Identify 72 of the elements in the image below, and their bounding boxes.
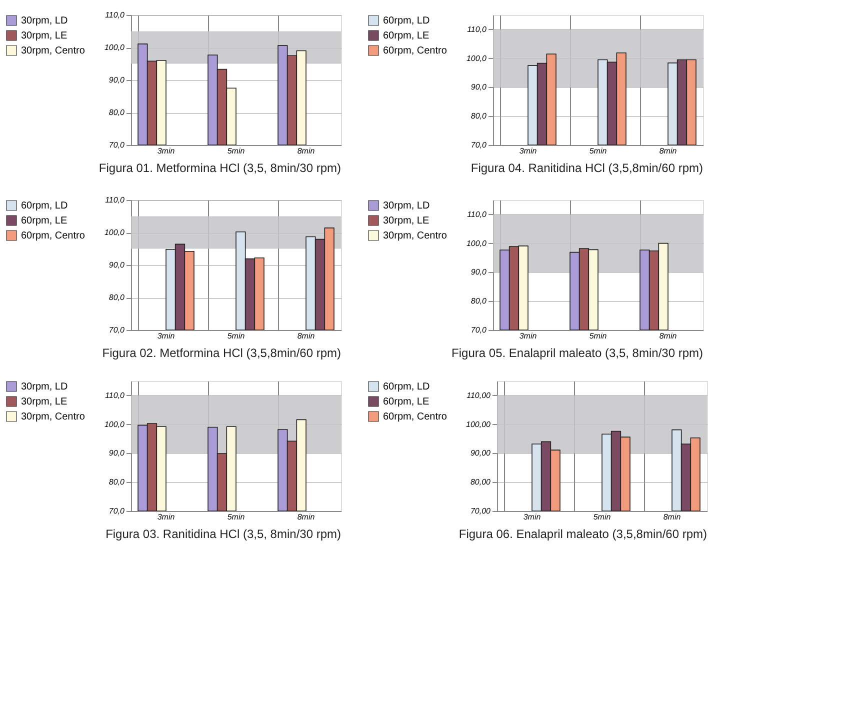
- y-tick-label: 80,00: [470, 478, 492, 487]
- legend-label: 30rpm, Centro: [383, 230, 448, 242]
- y-tick-label: 80,0: [108, 478, 126, 487]
- x-tick-label: 8min: [297, 512, 316, 522]
- x-tick-label: 5min: [227, 146, 246, 156]
- text: Figura 04. Ranitidina HCl (3,5,8min/60 rpm): [470, 161, 703, 175]
- legend-label: 60rpm, LE: [383, 396, 430, 408]
- text: Figura 01. Metformina HCl (3,5, 8min/30 rpm): [98, 161, 341, 175]
- x-tick-label: 8min: [659, 146, 678, 156]
- x-tick-label: 5min: [589, 332, 608, 340]
- y-tick-label: 110,0: [467, 210, 488, 219]
- x-tick-label: 8min: [297, 146, 316, 156]
- y-tick-label: 110,0: [105, 196, 126, 204]
- y-tick-label: 90,0: [470, 82, 488, 92]
- y-tick-label: 100,0: [104, 228, 126, 237]
- x-tick-label: 5min: [589, 146, 608, 156]
- legend-label: 30rpm, LD: [383, 200, 430, 212]
- legend-label: 60rpm, LD: [383, 16, 430, 26]
- y-tick-label: 110,0: [467, 24, 488, 34]
- y-tick-label: 70,0: [470, 140, 488, 150]
- legend-label: 60rpm, LE: [21, 216, 68, 226]
- y-tick-label: 90,0: [108, 260, 126, 270]
- text: Figura 06. Enalapril maleato (3,5,8min/60 rpm): [458, 527, 707, 541]
- y-tick-label: 110,00: [466, 390, 492, 400]
- y-tick-label: 110,0: [105, 390, 126, 400]
- y-tick-label: 90,0: [108, 448, 126, 458]
- legend-label: 30rpm, Centro: [21, 412, 86, 422]
- text: Figura 05. Enalapril maleato (3,5, 8min/30 rpm): [452, 346, 703, 360]
- x-tick-label: 3min: [157, 512, 176, 522]
- x-tick-label: 3min: [523, 512, 542, 522]
- legend-label: 60rpm, LD: [383, 382, 430, 392]
- legend-label: 60rpm, LD: [21, 200, 68, 212]
- x-tick-label: 8min: [663, 512, 682, 522]
- legend-label: 60rpm, Centro: [383, 412, 448, 422]
- x-tick-label: 3min: [157, 332, 176, 340]
- legend-label: 30rpm, LD: [21, 16, 68, 26]
- y-tick-label: 80,0: [470, 112, 488, 121]
- legend-label: 60rpm, Centro: [21, 230, 86, 242]
- y-tick-label: 100,0: [466, 54, 488, 63]
- y-tick-label: 90,00: [470, 448, 492, 458]
- y-tick-label: 80,0: [108, 108, 126, 117]
- y-tick-label: 100,00: [466, 420, 492, 429]
- x-tick-label: 8min: [659, 332, 678, 340]
- y-tick-label: 100,0: [466, 238, 488, 248]
- y-tick-label: 110,0: [105, 10, 126, 20]
- y-tick-label: 80,0: [108, 293, 126, 302]
- y-tick-label: 100,0: [104, 43, 126, 52]
- x-tick-label: 5min: [227, 512, 246, 522]
- x-tick-label: 8min: [297, 332, 316, 340]
- y-tick-label: 80,0: [470, 296, 488, 306]
- x-tick-label: 3min: [519, 146, 538, 156]
- x-tick-label: 3min: [519, 332, 538, 340]
- y-tick-label: 100,0: [104, 420, 126, 429]
- legend-label: 30rpm, LE: [21, 396, 68, 408]
- legend-label: 60rpm, LE: [383, 30, 430, 42]
- legend-label: 30rpm, LD: [21, 382, 68, 392]
- y-tick-label: 70,0: [108, 506, 126, 516]
- legend-label: 30rpm, Centro: [21, 46, 86, 56]
- text: Figura 02. Metformina HCl (3,5,8min/60 rpm): [102, 346, 341, 360]
- y-tick-label: 70,0: [108, 140, 126, 150]
- legend-label: 30rpm, LE: [21, 30, 68, 42]
- x-tick-label: 5min: [227, 332, 246, 340]
- text: Figura 03. Ranitidina HCl (3,5, 8min/30 rpm): [106, 527, 341, 541]
- x-tick-label: 5min: [593, 512, 612, 522]
- y-tick-label: 70,00: [470, 506, 492, 516]
- y-tick-label: 70,0: [108, 326, 126, 334]
- x-tick-label: 3min: [157, 146, 176, 156]
- legend-label: 60rpm, Centro: [383, 46, 448, 56]
- y-tick-label: 90,0: [108, 76, 126, 84]
- legend-label: 30rpm, LE: [383, 216, 430, 226]
- y-tick-label: 90,0: [470, 268, 488, 277]
- y-tick-label: 70,0: [470, 326, 488, 334]
